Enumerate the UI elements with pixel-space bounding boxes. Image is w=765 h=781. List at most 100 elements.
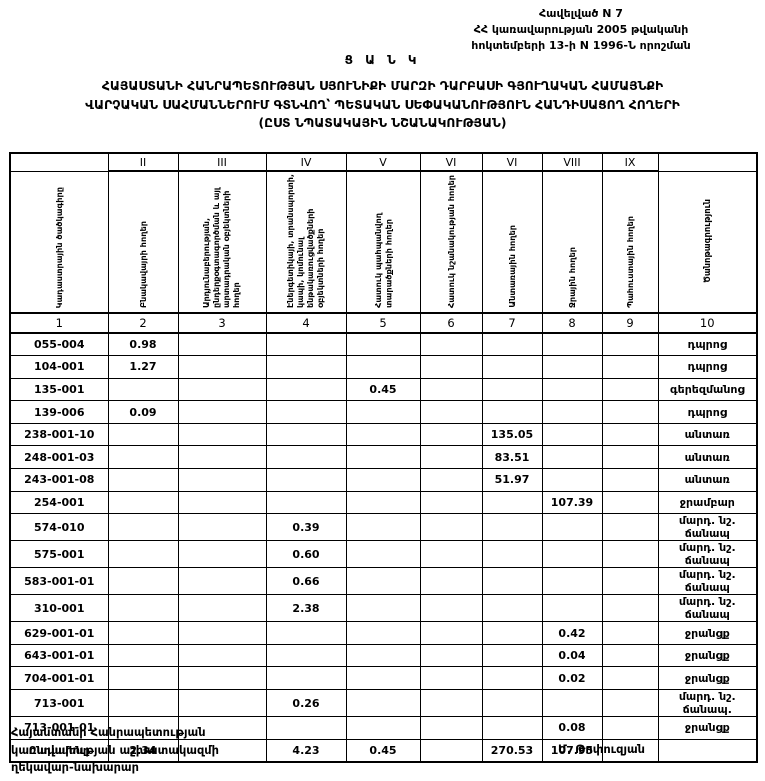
row-value-col3: [177, 666, 267, 691]
row-value-col3: [177, 540, 267, 569]
row-value-col4: 0.60: [265, 540, 347, 569]
column-number-2: 2: [107, 312, 179, 334]
row-value-col8: 0.02: [541, 666, 603, 691]
row-cadastral-code: 310-001: [9, 594, 109, 623]
table-row: 629-001-01 0.42 ջրանցք: [9, 621, 758, 645]
roman-cell-5: V: [345, 152, 421, 172]
row-value-col5: [345, 445, 421, 470]
row-value-col8: [541, 540, 603, 569]
row-cadastral-code: 248-001-03: [9, 445, 109, 470]
row-note: մարդ. նշ. ճանապ: [657, 594, 758, 623]
row-value-col7: [481, 355, 543, 379]
row-value-col8: 0.42: [541, 621, 603, 645]
row-value-col9: [601, 621, 659, 645]
column-header-reserve-land: Պահուստային հողեր: [601, 170, 659, 314]
row-value-col7: [481, 716, 543, 740]
row-note: անտառ: [657, 468, 758, 492]
total-c7: 270.53: [481, 738, 543, 764]
row-value-col2: [107, 445, 179, 470]
row-value-col2: [107, 567, 179, 596]
table-row: 243-001-08 51.97 անտառ: [9, 468, 758, 492]
row-value-col8: [541, 689, 603, 718]
row-value-col8: [541, 332, 603, 357]
row-value-col4: [265, 716, 347, 740]
roman-cell-2: II: [107, 152, 179, 172]
row-value-col8: [541, 355, 603, 379]
column-number-7: 7: [481, 312, 543, 334]
row-value-col9: [601, 594, 659, 623]
row-cadastral-code: 704-001-01: [9, 666, 109, 691]
row-value-col9: [601, 355, 659, 379]
row-value-col5: 0.45: [345, 377, 421, 402]
total-c5: 0.45: [345, 738, 421, 764]
row-cadastral-code: 575-001: [9, 540, 109, 569]
title-line-3: (ԸՍՏ ՆՊԱՏԱԿԱՅԻՆ ՆՇԱՆԱԿՈՒԹՅԱՆ): [258, 116, 507, 131]
row-cadastral-code: 583-001-01: [9, 567, 109, 596]
row-value-col5: [345, 422, 421, 447]
row-value-col7: [481, 621, 543, 645]
row-value-col6: [419, 689, 483, 718]
table-row: 254-001 107.39 ջրամբար: [9, 490, 758, 515]
row-value-col9: [601, 490, 659, 515]
row-value-col3: [177, 621, 267, 645]
row-value-col2: [107, 666, 179, 691]
row-value-col2: [107, 377, 179, 402]
column-header-notes: Ծանոթագրություն: [657, 170, 758, 314]
row-value-col2: 0.98: [107, 332, 179, 357]
table-row: 238-001-10 135.05 անտառ: [9, 422, 758, 447]
row-value-col9: [601, 716, 659, 740]
row-value-col3: [177, 377, 267, 402]
row-value-col3: [177, 643, 267, 668]
row-note: անտառ: [657, 445, 758, 470]
column-number-4: 4: [265, 312, 347, 334]
column-header-special-land: Հատուկ նշանակության հողեր: [419, 170, 483, 314]
row-value-col4: [265, 643, 347, 668]
row-value-col2: [107, 689, 179, 718]
total-note: [657, 738, 758, 764]
row-value-col6: [419, 332, 483, 357]
decree-word: Ց Ա Ն Կ: [344, 53, 421, 67]
row-value-col3: [177, 513, 267, 542]
row-value-col9: [601, 377, 659, 402]
row-value-col8: [541, 594, 603, 623]
column-number-5: 5: [345, 312, 421, 334]
row-value-col5: [345, 666, 421, 691]
signature-line-2: կառավարության աշխատակազմի: [11, 742, 219, 757]
table-row: 055-004 0.98 դպրոց: [9, 332, 758, 357]
row-value-col5: [345, 513, 421, 542]
row-value-col9: [601, 540, 659, 569]
roman-cell-7: VI: [481, 152, 543, 172]
row-value-col7: [481, 540, 543, 569]
row-value-col7: [481, 594, 543, 623]
row-value-col8: 107.39: [541, 490, 603, 515]
row-value-col7: [481, 689, 543, 718]
row-value-col6: [419, 567, 483, 596]
column-number-1: 1: [9, 312, 109, 334]
table-total-row: Ընդամենը 2.34 4.23 0.45 270.53 107.95: [9, 738, 758, 764]
row-value-col5: [345, 332, 421, 357]
land-category-table: II III IV V VI VI VIII IX Կադաստրային ծա…: [9, 152, 758, 764]
row-value-col4: 2.38: [265, 594, 347, 623]
total-c9: [601, 738, 659, 764]
signatory-name: Մ. Թոփուզյան: [557, 742, 645, 756]
row-cadastral-code: 574-010: [9, 513, 109, 542]
row-value-col7: 51.97: [481, 468, 543, 492]
row-value-col6: [419, 621, 483, 645]
row-value-col7: [481, 666, 543, 691]
row-cadastral-code: 135-001: [9, 377, 109, 402]
row-value-col9: [601, 468, 659, 492]
row-value-col8: [541, 422, 603, 447]
total-c2: 2.34: [107, 738, 179, 764]
row-value-col6: [419, 490, 483, 515]
row-value-col3: [177, 445, 267, 470]
row-value-col7: 135.05: [481, 422, 543, 447]
roman-cell-10: [657, 152, 758, 171]
column-header-water-land: Ջրային հողեր: [541, 170, 603, 314]
table-row: 139-006 0.09 դպրոց: [9, 400, 758, 424]
row-note: մարդ. նշ. ճանապ: [657, 567, 758, 596]
row-value-col7: 83.51: [481, 445, 543, 470]
row-value-col9: [601, 513, 659, 542]
total-c8: 107.95: [541, 738, 603, 764]
row-value-col8: [541, 567, 603, 596]
row-value-col5: [345, 468, 421, 492]
